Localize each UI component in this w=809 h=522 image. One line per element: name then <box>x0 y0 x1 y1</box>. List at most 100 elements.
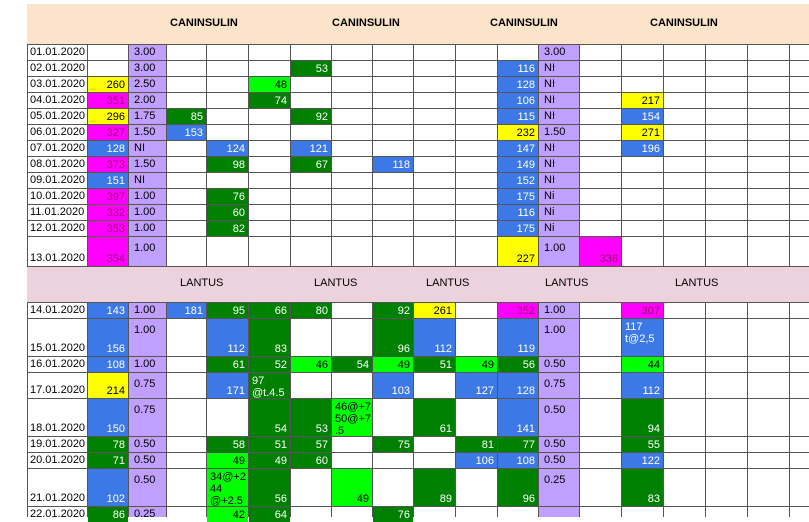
dose-value: NI <box>544 94 555 106</box>
glucose-value: 119 <box>517 343 535 355</box>
grid-line <box>27 318 809 319</box>
glucose-cell: 352 <box>498 303 538 318</box>
dose-value: 0.50 <box>134 438 156 450</box>
glucose-cell: 127 <box>456 373 497 398</box>
glucose-cell: 80 <box>291 303 331 318</box>
glucose-cell: 56 <box>249 469 290 506</box>
grid-line <box>27 266 809 267</box>
glucose-value: 373 <box>106 159 125 171</box>
glucose-value: 261 <box>433 305 452 317</box>
glucose-cell: 46@+7 50@+7 .5 <box>332 399 372 437</box>
dose-column-bg <box>538 44 579 266</box>
glucose-cell: 49 <box>456 357 497 372</box>
glucose-value: 89 <box>439 493 452 505</box>
dose-column-bg <box>128 302 166 517</box>
glucose-cell: 76 <box>373 507 413 522</box>
row-date: 17.01.2020 <box>30 384 86 396</box>
glucose-cell: 49 <box>207 453 248 468</box>
glucose-cell: 55 <box>622 437 663 452</box>
dose-value: 0.25 <box>544 474 566 486</box>
grid-line <box>413 302 414 517</box>
glucose-value: 86 <box>112 509 125 521</box>
grid-line <box>331 302 332 517</box>
glucose-value: 116 <box>517 63 535 75</box>
glucose-value: 71 <box>112 455 125 467</box>
glucose-value: 75 <box>397 439 410 451</box>
header-band <box>27 4 809 44</box>
glucose-cell: 44 <box>622 357 663 372</box>
glucose-cell: 96 <box>373 319 413 356</box>
glucose-value: 77 <box>522 439 535 451</box>
row-date: 12.01.2020 <box>30 222 86 234</box>
glucose-value: 46@+7 50@+7 .5 <box>335 401 371 437</box>
glucose-cell: 217 <box>622 93 663 108</box>
grid-line <box>705 44 706 266</box>
glucose-cell: 97 @t.4.5 <box>249 373 290 399</box>
glucose-value: 232 <box>516 127 535 139</box>
glucose-value: 53 <box>315 423 328 435</box>
row-date: 21.01.2020 <box>30 492 86 504</box>
glucose-cell: 46 <box>291 357 331 372</box>
glucose-value: 153 <box>184 127 203 139</box>
grid-line <box>27 372 809 373</box>
grid-line <box>331 44 332 266</box>
glucose-value: 260 <box>106 79 125 91</box>
row-date: 13.01.2020 <box>30 252 86 264</box>
glucose-cell: 128 <box>498 373 538 398</box>
glucose-cell: 147 <box>498 141 538 156</box>
dose-value: 0.50 <box>544 438 566 450</box>
glucose-value: 76 <box>232 191 245 203</box>
glucose-value: 42 <box>232 509 245 521</box>
glucose-cell: 232 <box>498 125 538 140</box>
glucose-cell: 214 <box>88 373 128 398</box>
glucose-cell: 296 <box>88 109 128 124</box>
grid-line <box>27 452 809 453</box>
grid-line <box>579 302 580 517</box>
glucose-value: 48 <box>274 79 287 91</box>
glucose-value: 103 <box>391 385 410 397</box>
grid-line <box>27 468 809 469</box>
glucose-value: 336 <box>599 253 618 265</box>
glucose-cell: 175 <box>498 221 538 236</box>
dose-value: 1.00 <box>134 222 156 234</box>
dose-value: 0.25 <box>134 508 156 520</box>
glucose-value: 83 <box>647 493 660 505</box>
glucose-value: 34@+2 44 @+2.5 <box>210 471 246 507</box>
glucose-cell: 89 <box>414 469 455 506</box>
header-lantus-label: LANTUS <box>545 277 589 289</box>
row-date: 18.01.2020 <box>30 422 86 434</box>
glucose-cell: 92 <box>291 109 331 124</box>
dose-value: 0.50 <box>544 404 566 416</box>
glucose-cell: 61 <box>414 399 455 436</box>
grid-line <box>27 302 809 303</box>
glucose-cell: 92 <box>373 303 413 318</box>
row-date: 14.01.2020 <box>30 304 86 316</box>
dose-value: 3.00 <box>544 46 566 58</box>
grid-line <box>27 204 809 205</box>
glucose-cell: 353 <box>88 221 128 236</box>
header-lantus-label: LANTUS <box>180 277 224 289</box>
glucose-cell: 116 <box>498 61 538 76</box>
dose-value: NI <box>544 78 555 90</box>
grid-line <box>27 124 809 125</box>
glucose-value: 60 <box>232 207 245 219</box>
glucose-cell: 332 <box>88 205 128 220</box>
glucose-cell: 96 <box>498 469 538 506</box>
grid-line <box>27 92 809 93</box>
glucose-value: 156 <box>106 343 125 355</box>
grid-line <box>372 302 373 517</box>
dose-value: NI <box>544 142 555 154</box>
glucose-value: 94 <box>647 423 660 435</box>
glucose-cell: 181 <box>167 303 206 318</box>
glucose-value: 82 <box>232 223 245 235</box>
grid-line <box>747 44 748 266</box>
glucose-value: 53 <box>315 63 328 75</box>
glucose-cell: 83 <box>249 319 290 356</box>
glucose-cell: 260 <box>88 77 128 92</box>
row-date: 16.01.2020 <box>30 358 86 370</box>
glucose-value: 76 <box>397 509 410 521</box>
glucose-value: 181 <box>184 305 203 317</box>
glucose-value: 96 <box>522 493 535 505</box>
glucose-value: 175 <box>516 191 535 203</box>
grid-line <box>789 302 790 517</box>
